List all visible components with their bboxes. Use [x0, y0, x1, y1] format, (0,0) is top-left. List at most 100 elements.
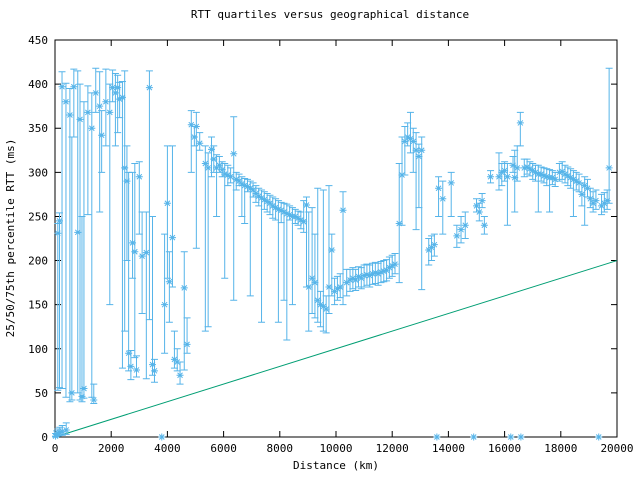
quartile-point: [371, 261, 379, 284]
quartile-point: [135, 161, 143, 235]
quartile-point: [555, 163, 563, 182]
quartile-point: [149, 215, 157, 376]
y-tick-label: 50: [35, 387, 48, 400]
quartile-point: [357, 267, 365, 290]
quartile-point: [412, 132, 420, 231]
quartile-point: [516, 111, 524, 147]
quartile-point: [369, 262, 377, 285]
x-tick-label: 6000: [210, 442, 237, 455]
quartile-point: [461, 211, 469, 239]
quartile-point: [595, 433, 603, 441]
quartile-point: [311, 233, 319, 319]
quartile-point: [395, 163, 403, 284]
quartile-point: [331, 277, 339, 306]
quartile-point: [163, 145, 171, 279]
quartile-point: [605, 67, 613, 204]
quartile-point: [592, 189, 600, 210]
quartile-point: [249, 182, 257, 198]
y-tick-label: 150: [28, 299, 48, 312]
quartile-point: [507, 433, 515, 441]
quartile-point: [526, 161, 534, 177]
quartile-point: [572, 171, 580, 191]
quartile-point: [70, 68, 78, 138]
quartile-point: [161, 233, 169, 354]
quartile-point: [196, 132, 204, 151]
quartile-point: [439, 180, 447, 235]
quartile-point: [274, 200, 282, 323]
quartile-point: [586, 187, 594, 209]
quartile-point: [603, 189, 611, 210]
x-tick-label: 8000: [267, 442, 294, 455]
quartile-point: [447, 171, 455, 217]
quartile-point: [308, 207, 316, 314]
quartile-point: [346, 268, 354, 292]
quartile-point: [215, 155, 223, 173]
quartile-point: [98, 110, 106, 173]
quartile-point: [435, 176, 443, 217]
quartile-point: [415, 143, 423, 209]
quartile-point: [168, 145, 176, 288]
quartile-point: [218, 161, 226, 178]
quartile-point: [258, 189, 266, 323]
quartile-point: [391, 252, 399, 275]
quartile-point: [581, 176, 589, 226]
quartile-point: [58, 71, 66, 389]
quartile-point: [567, 168, 575, 189]
quartile-point: [109, 69, 117, 103]
quartile-point: [84, 85, 92, 216]
quartile-point: [246, 180, 254, 297]
quartile-point: [339, 191, 347, 306]
quartile-point: [55, 212, 63, 389]
quartile-point: [498, 163, 506, 187]
plot-area: 0 2000 4000 6000 8000 10000 12000 14000 16000 180…: [28, 34, 633, 455]
quartile-point: [523, 158, 531, 175]
quartile-point: [305, 211, 313, 332]
quartile-point: [428, 235, 436, 262]
quartile-point: [252, 185, 260, 203]
quartile-point: [328, 233, 336, 297]
quartile-point: [374, 262, 382, 286]
quartile-point: [501, 161, 509, 182]
quartile-point: [569, 170, 577, 217]
reference-line: [54, 260, 618, 438]
quartile-point: [80, 101, 88, 399]
quartile-point: [388, 254, 396, 277]
quartile-point: [230, 116, 238, 301]
quartile-point: [129, 171, 137, 279]
quartile-point: [319, 189, 327, 332]
quartile-point: [551, 171, 559, 187]
quartile-point: [294, 210, 302, 226]
quartile-point: [598, 193, 606, 216]
chart-title: RTT quartiles versus geographical distan…: [191, 8, 469, 21]
quartile-point: [480, 215, 488, 235]
quartile-point: [114, 74, 122, 134]
quartile-point: [266, 194, 274, 216]
x-tick-label: 14000: [432, 442, 465, 455]
x-tick-label: 0: [52, 442, 59, 455]
quartile-point: [54, 223, 62, 391]
quartile-point: [561, 164, 569, 184]
quartile-point: [406, 111, 414, 154]
quartile-point: [509, 155, 517, 173]
quartile-point: [210, 145, 218, 173]
quartile-point: [470, 433, 478, 441]
quartile-point: [74, 70, 82, 394]
quartile-point: [453, 224, 461, 248]
quartile-point: [540, 167, 548, 184]
quartile-point: [138, 211, 146, 314]
quartile-point: [241, 178, 249, 225]
quartile-point: [131, 163, 139, 359]
x-tick-label: 10000: [319, 442, 352, 455]
quartile-point: [548, 170, 556, 186]
x-tick-label: 4000: [154, 442, 181, 455]
quartile-point: [564, 166, 572, 187]
quartile-point: [150, 358, 158, 383]
y-tick-label: 100: [28, 343, 48, 356]
quartile-point: [260, 191, 268, 210]
quartile-point: [90, 383, 98, 404]
quartile-point: [352, 268, 360, 292]
quartile-point: [62, 82, 70, 398]
quartile-point: [204, 152, 212, 328]
quartile-point: [404, 122, 412, 147]
